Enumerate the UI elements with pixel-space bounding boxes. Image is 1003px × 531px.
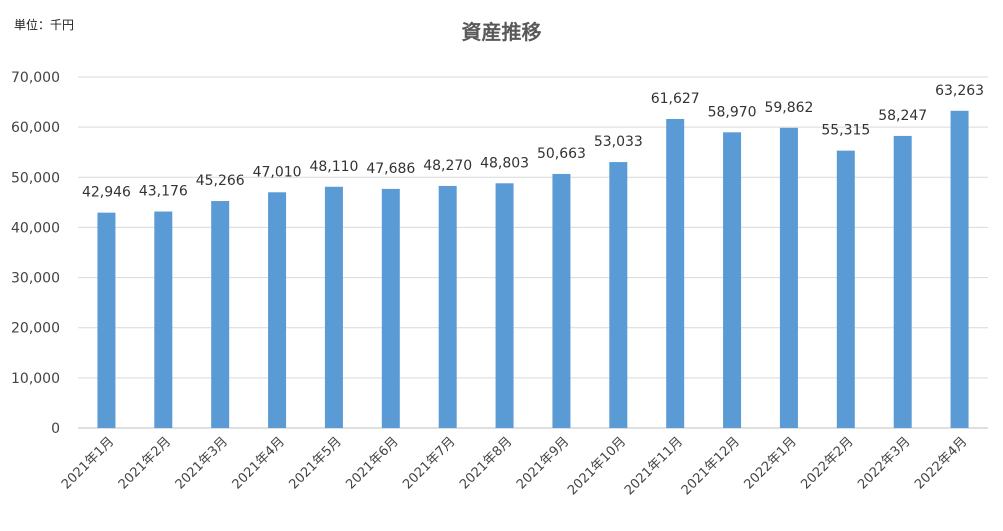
data-labels: 42,946 43,176 45,266 47,010 48,110 47,686 48,2… [82, 83, 984, 201]
x-tick-label: 2022年4月 [912, 434, 970, 492]
chart-title: 資産推移 [461, 20, 542, 44]
x-tick-label: 2021年9月 [514, 434, 572, 492]
y-tick-label: 10,000 [11, 371, 60, 387]
bar [893, 135, 912, 428]
x-tick-label: 2021年12月 [679, 434, 743, 498]
x-tick-label: 2021年1月 [59, 434, 117, 492]
data-label: 55,315 [821, 123, 870, 139]
y-tick-label: 40,000 [11, 220, 60, 236]
bars [97, 110, 969, 429]
y-tick-label: 30,000 [11, 271, 60, 287]
bar [836, 150, 855, 429]
y-tick-label: 70,000 [11, 70, 60, 86]
data-label: 48,270 [423, 158, 472, 174]
data-label: 61,627 [651, 91, 700, 107]
y-tick-label: 20,000 [11, 321, 60, 337]
x-tick-label: 2021年10月 [565, 434, 629, 498]
bar [723, 132, 742, 429]
bar [666, 118, 685, 428]
data-label: 47,686 [366, 161, 415, 177]
bar [609, 162, 628, 428]
x-tick-label: 2021年11月 [622, 434, 686, 498]
data-label: 47,010 [253, 164, 302, 180]
y-tick-label: 0 [51, 421, 60, 437]
data-label: 43,176 [139, 184, 188, 200]
bar [381, 188, 400, 428]
bar [97, 212, 116, 428]
bar [495, 183, 514, 428]
bar [438, 185, 457, 428]
data-label: 58,247 [878, 108, 927, 124]
y-tick-label: 60,000 [11, 120, 60, 136]
bar [154, 211, 173, 428]
unit-label: 単位：千円 [14, 18, 75, 32]
x-tick-label: 2021年8月 [457, 434, 515, 492]
data-label: 63,263 [935, 83, 984, 99]
x-tick-label: 2021年6月 [343, 434, 401, 492]
x-tick-label: 2022年2月 [798, 434, 856, 492]
x-tick-label: 2021年3月 [173, 434, 231, 492]
x-axis: 2021年1月2021年2月2021年3月2021年4月2021年5月2021年… [59, 434, 970, 498]
data-label: 58,970 [708, 104, 757, 120]
x-tick-label: 2021年2月 [116, 434, 174, 492]
x-tick-label: 2021年5月 [287, 434, 345, 492]
data-label: 48,803 [480, 155, 529, 171]
x-tick-label: 2022年1月 [742, 434, 800, 492]
bar [950, 110, 969, 428]
data-label: 50,663 [537, 146, 586, 162]
data-label: 59,862 [764, 100, 813, 116]
x-tick-label: 2022年3月 [855, 434, 913, 492]
y-tick-label: 50,000 [11, 170, 60, 186]
data-label: 48,110 [309, 159, 358, 175]
data-label: 42,946 [82, 185, 131, 201]
bar [324, 186, 343, 428]
bar [779, 127, 798, 428]
gridlines [78, 76, 988, 429]
bar [268, 192, 287, 428]
data-label: 53,033 [594, 134, 643, 150]
x-tick-label: 2021年7月 [400, 434, 458, 492]
bar [211, 201, 230, 428]
bar [552, 173, 571, 428]
y-axis: 0 10,000 20,000 30,000 40,000 50,000 60,000 70,… [11, 70, 60, 437]
data-label: 45,266 [196, 173, 245, 189]
x-tick-label: 2021年4月 [230, 434, 288, 492]
